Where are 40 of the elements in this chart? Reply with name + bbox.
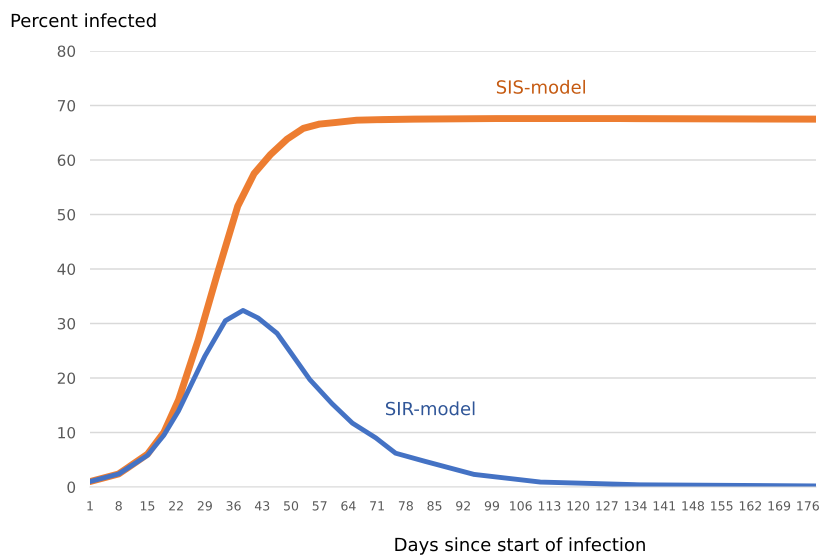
x-tick-label: 134 <box>624 501 647 511</box>
x-tick-label: 64 <box>341 501 356 511</box>
x-tick-label: 106 <box>510 501 532 511</box>
x-tick-label: 162 <box>740 501 762 511</box>
x-tick-label: 15 <box>140 501 154 511</box>
x-tick-label: 50 <box>284 501 298 511</box>
x-tick-label: 92 <box>456 501 470 511</box>
x-tick-label: 113 <box>538 501 560 511</box>
y-axis-title: Percent infected <box>12 13 156 28</box>
x-tick-label: 29 <box>198 501 212 511</box>
y-tick-label: 10 <box>58 426 76 439</box>
x-tick-label: 8 <box>116 501 122 511</box>
x-tick-label: 78 <box>398 501 413 511</box>
y-tick-label: 30 <box>58 318 76 330</box>
x-tick-label: 127 <box>596 501 618 510</box>
x-tick-label: 43 <box>254 501 270 511</box>
x-tick-label: 36 <box>226 501 241 511</box>
x-tick-label: 71 <box>370 501 384 510</box>
x-tick-label: 1 <box>87 501 93 510</box>
x-tick-label: 57 <box>312 501 327 511</box>
x-tick-label: 141 <box>654 501 676 510</box>
x-axis-title: Days since start of infection <box>395 537 645 555</box>
y-tick-label: 50 <box>58 208 76 221</box>
x-tick-label: 22 <box>169 501 183 510</box>
x-tick-label: 120 <box>568 501 590 511</box>
series-label: SIR-model <box>386 401 474 416</box>
series-label: SIS-model <box>496 80 585 94</box>
x-tick-label: 155 <box>711 501 732 511</box>
y-tick-label: 70 <box>58 100 76 112</box>
y-tick-label: 40 <box>57 263 76 276</box>
x-tick-label: 148 <box>682 501 704 511</box>
x-tick-label: 176 <box>797 501 819 511</box>
y-tick-label: 20 <box>58 372 76 384</box>
x-tick-label: 169 <box>768 501 790 511</box>
x-tick-label: 85 <box>427 501 442 511</box>
y-tick-label: 0 <box>67 481 76 494</box>
x-tick-label: 99 <box>484 501 500 511</box>
y-tick-label: 80 <box>58 45 76 58</box>
y-tick-label: 60 <box>58 154 76 166</box>
line-series <box>90 308 816 487</box>
